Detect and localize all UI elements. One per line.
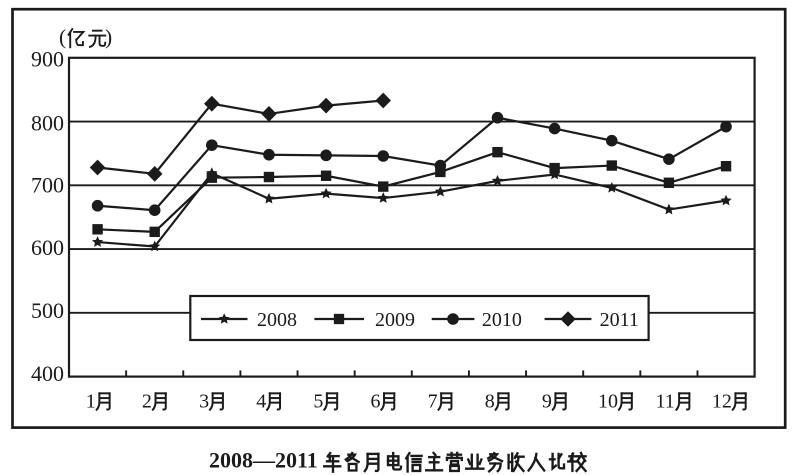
svg-text:2010: 2010 [482, 309, 522, 331]
svg-text:9: 9 [542, 390, 552, 412]
svg-text:400: 400 [31, 361, 64, 386]
svg-text:10: 10 [598, 390, 618, 412]
svg-text:3: 3 [199, 390, 209, 412]
svg-text:2011: 2011 [600, 309, 639, 331]
svg-text:11: 11 [656, 390, 675, 412]
svg-text:6: 6 [371, 390, 381, 412]
svg-text:900: 900 [31, 47, 64, 72]
svg-text:12: 12 [712, 390, 732, 412]
svg-text:1: 1 [86, 390, 96, 412]
svg-text:8: 8 [485, 390, 495, 412]
svg-text:(: ( [59, 25, 66, 49]
svg-text:5: 5 [313, 390, 323, 412]
svg-text:2: 2 [142, 390, 152, 412]
svg-text:2009: 2009 [375, 309, 415, 331]
svg-text:700: 700 [31, 173, 64, 198]
svg-text:2008: 2008 [257, 309, 297, 331]
svg-text:4: 4 [256, 390, 266, 412]
svg-text:800: 800 [31, 111, 64, 136]
svg-text:): ) [105, 25, 112, 49]
svg-text:600: 600 [31, 235, 64, 260]
svg-text:7: 7 [428, 390, 438, 412]
svg-text:2008—2011: 2008—2011 [209, 448, 318, 473]
svg-text:500: 500 [31, 298, 64, 323]
